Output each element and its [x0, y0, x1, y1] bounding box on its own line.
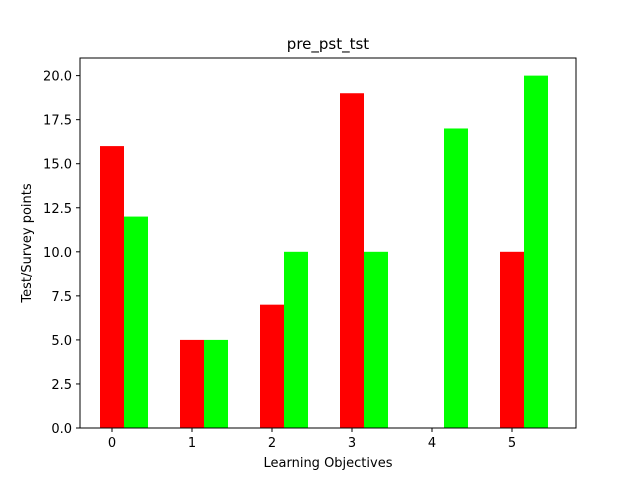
y-tick-label-6: 15.0 [43, 158, 72, 173]
y-tick-label-2: 5.0 [51, 334, 72, 349]
y-tick-label-5: 12.5 [43, 202, 72, 217]
chart-title: pre_pst_tst [287, 35, 370, 54]
bar-series0-2 [260, 304, 284, 428]
bar-series1-2 [284, 251, 308, 428]
bar-series0-5 [500, 251, 524, 428]
x-tick-label-2: 2 [268, 436, 276, 451]
bar-series1-4 [444, 128, 468, 428]
bar-series0-1 [180, 339, 204, 428]
x-tick-label-5: 5 [508, 436, 516, 451]
y-tick-label-7: 17.5 [43, 114, 72, 129]
bar-series0-3 [340, 93, 364, 428]
bars-group [100, 75, 548, 428]
plot-frame [79, 57, 577, 429]
bar-series1-0 [124, 216, 148, 428]
x-tick-label-3: 3 [348, 436, 356, 451]
y-tick-label-4: 10.0 [43, 246, 72, 261]
x-tick-label-4: 4 [428, 436, 436, 451]
bar-series0-0 [100, 146, 124, 428]
x-axis-title: Learning Objectives [264, 456, 393, 471]
bar-series1-1 [204, 339, 228, 428]
y-axis-title: Test/Survey points [20, 183, 35, 303]
x-ticks: 0 1 2 3 4 5 [108, 428, 516, 451]
bar-series1-5 [524, 75, 548, 428]
x-tick-label-1: 1 [188, 436, 196, 451]
y-tick-label-3: 7.5 [51, 290, 72, 305]
y-tick-label-0: 0.0 [51, 422, 72, 437]
bar-series1-3 [364, 251, 388, 428]
x-tick-label-0: 0 [108, 436, 116, 451]
y-tick-label-1: 2.5 [51, 378, 72, 393]
y-ticks: 0.0 2.5 5.0 7.5 10.0 12.5 15.0 17.5 20.0 [43, 70, 80, 437]
y-tick-label-8: 20.0 [43, 70, 72, 85]
